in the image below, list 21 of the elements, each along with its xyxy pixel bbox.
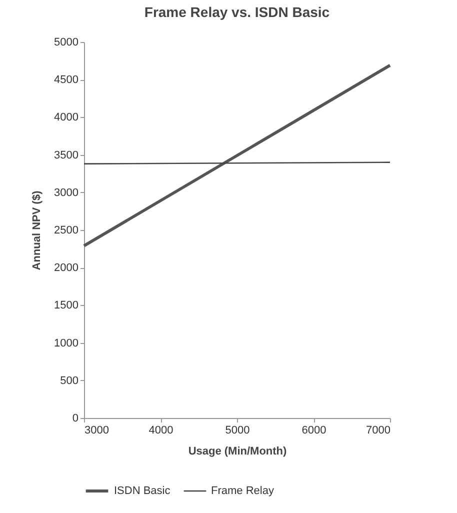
y-tick-label: 0 [72,412,78,424]
legend-label: Frame Relay [211,485,274,497]
y-tick-label: 2500 [54,224,78,236]
y-tick-label: 2000 [54,262,78,274]
y-tick-label: 1500 [54,300,78,312]
chart-title: Frame Relay vs. ISDN Basic [144,4,330,20]
y-tick-label: 3000 [54,186,78,199]
y-tick-label: 4000 [54,112,78,124]
y-tick-label: 1000 [54,337,78,350]
y-axis-title: Annual NPV ($) [31,190,44,270]
x-tick-label: 4000 [148,424,174,436]
x-axis-title: Usage (Min/Month) [188,446,288,458]
y-tick-label: 3500 [54,149,78,162]
x-tick-label: 7000 [366,424,390,436]
x-tick-label: 5000 [225,424,250,436]
y-tick-label: 5000 [54,36,78,48]
x-tick-label: 6000 [302,424,326,436]
x-tick-label: 3000 [84,424,109,436]
legend-label: ISDN Basic [114,485,171,497]
y-tick-label: 4500 [54,74,78,86]
y-tick-label: 500 [60,374,78,387]
